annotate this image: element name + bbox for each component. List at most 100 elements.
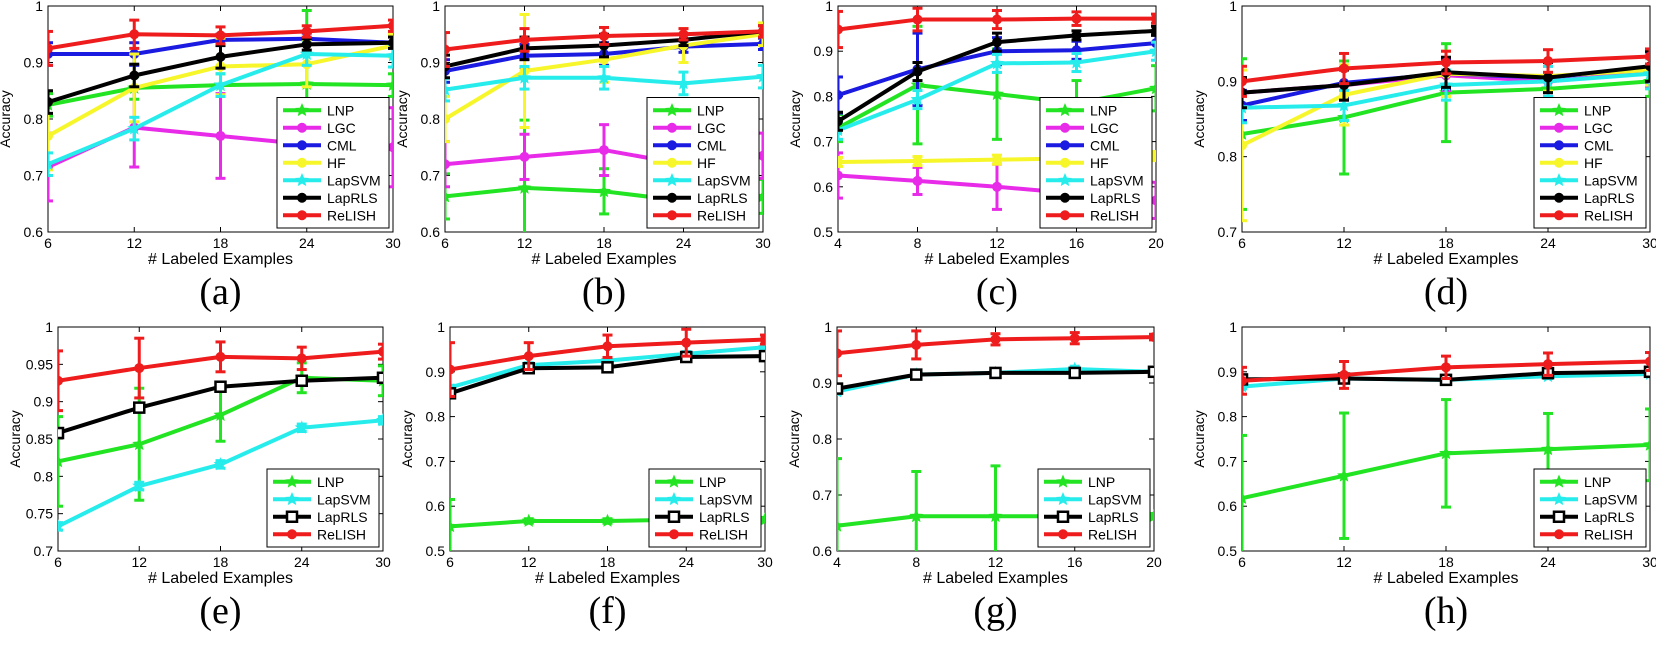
- data-point: [48, 130, 53, 141]
- data-point: [1645, 51, 1650, 62]
- legend-entry: HF: [697, 155, 716, 171]
- data-point: [1147, 365, 1154, 379]
- legend-marker: [1056, 510, 1070, 523]
- legend-entry: LapRLS: [697, 190, 748, 206]
- legend-marker: [1056, 474, 1070, 488]
- x-axis-label: # Labeled Examples: [1374, 570, 1519, 587]
- legend-marker: [1056, 492, 1070, 506]
- x-tick-label: 24: [294, 554, 310, 570]
- data-point: [989, 366, 1002, 380]
- legend-marker: [1554, 122, 1564, 133]
- legend-entry: LapSVM: [699, 491, 753, 507]
- data-point: [1151, 13, 1156, 24]
- data-point: [129, 70, 140, 81]
- data-point: [519, 34, 530, 45]
- chart-panel: 6 12 18 24 30 0.7 0.8 0.9 1 # Labeled Examples Acc…: [1191, 0, 1656, 313]
- x-tick-label: 30: [1642, 554, 1656, 570]
- data-point: [1149, 332, 1154, 343]
- data-point: [1441, 362, 1451, 373]
- y-axis-label: Accuracy: [1191, 90, 1207, 148]
- series-group: [58, 336, 383, 533]
- legend-entry: LapSVM: [1090, 172, 1144, 188]
- data-point: [758, 349, 765, 363]
- y-tick-label: 0.6: [814, 179, 834, 195]
- y-tick-label: 0.6: [1218, 498, 1238, 514]
- data-point: [523, 351, 534, 362]
- data-point: [909, 508, 924, 523]
- y-tick-label: 0.5: [1218, 543, 1238, 559]
- x-tick-label: 8: [912, 554, 920, 570]
- x-tick-label: 18: [213, 554, 229, 570]
- y-tick-label: 0.7: [421, 168, 441, 184]
- legend-marker: [295, 103, 309, 117]
- data-point: [215, 51, 226, 62]
- legend-entry: LapRLS: [1090, 190, 1141, 206]
- legend-marker: [285, 510, 299, 523]
- legend-entry: LGC: [697, 120, 726, 136]
- y-tick-label: 0.7: [813, 487, 833, 503]
- y-axis-label: Accuracy: [787, 90, 803, 148]
- data-point: [299, 46, 314, 60]
- y-tick-label: 0.6: [813, 543, 833, 559]
- data-point: [758, 26, 763, 37]
- data-point: [1339, 369, 1349, 380]
- legend-marker: [285, 492, 299, 506]
- x-tick-label: 12: [989, 235, 1005, 251]
- chart-panel: 6 12 18 24 30 0.6 0.7 0.8 0.9 1 # Labeled Examples…: [0, 0, 401, 313]
- legend-marker: [1554, 192, 1564, 203]
- data-point: [48, 156, 55, 171]
- data-point: [295, 374, 308, 388]
- legend-entry: LapRLS: [317, 509, 368, 525]
- data-point: [1068, 366, 1081, 380]
- legend-entry: LapSVM: [327, 172, 381, 188]
- data-point: [213, 457, 228, 471]
- x-tick-label: 30: [755, 235, 771, 251]
- x-axis-label: # Labeled Examples: [148, 570, 293, 587]
- y-tick-label: 0.7: [426, 453, 446, 469]
- y-tick-label: 0.6: [426, 498, 446, 514]
- data-point: [838, 24, 843, 35]
- data-point: [599, 145, 609, 156]
- legend-marker: [665, 103, 679, 117]
- legend-entry: LapSVM: [697, 172, 751, 188]
- data-point: [450, 519, 457, 533]
- legend-marker: [667, 210, 677, 221]
- legend-entry: ReLISH: [697, 207, 746, 223]
- legend-entry: ReLISH: [317, 526, 366, 542]
- data-point: [450, 364, 455, 375]
- data-point: [1149, 81, 1156, 95]
- y-tick-label: 0.9: [1218, 364, 1238, 380]
- x-axis-label: # Labeled Examples: [923, 570, 1068, 587]
- legend-entry: CML: [1090, 137, 1120, 153]
- y-tick-label: 0.8: [813, 431, 833, 447]
- legend-marker: [1058, 103, 1072, 117]
- chart-panel: 6 12 18 24 30 0.7 0.75 0.8 0.85 0.9 0.95 1 # Labeled…: [7, 319, 391, 632]
- legend-entry: LapSVM: [317, 491, 371, 507]
- legend-marker: [667, 192, 677, 203]
- x-tick-label: 18: [213, 235, 229, 251]
- y-tick-label: 0.9: [814, 43, 834, 59]
- x-tick-label: 6: [446, 554, 454, 570]
- legend-entry: LapRLS: [1584, 190, 1635, 206]
- x-tick-label: 16: [1069, 235, 1085, 251]
- data-point: [992, 37, 1002, 48]
- legend-marker: [667, 140, 677, 151]
- x-tick-label: 30: [385, 235, 401, 251]
- data-point: [1149, 43, 1156, 58]
- y-tick-label: 1: [1229, 319, 1237, 335]
- series-group: [48, 9, 393, 203]
- data-point: [676, 76, 691, 90]
- legend-entry: CML: [327, 137, 357, 153]
- data-point: [386, 77, 393, 92]
- y-tick-label: 0.75: [26, 506, 53, 522]
- data-point: [912, 156, 923, 167]
- data-point: [760, 334, 765, 345]
- y-tick-label: 0.8: [1218, 409, 1238, 425]
- legend-entry: LNP: [697, 102, 724, 118]
- legend-entry: LapRLS: [1088, 509, 1139, 525]
- data-point: [838, 156, 843, 167]
- series-group: [1242, 42, 1650, 223]
